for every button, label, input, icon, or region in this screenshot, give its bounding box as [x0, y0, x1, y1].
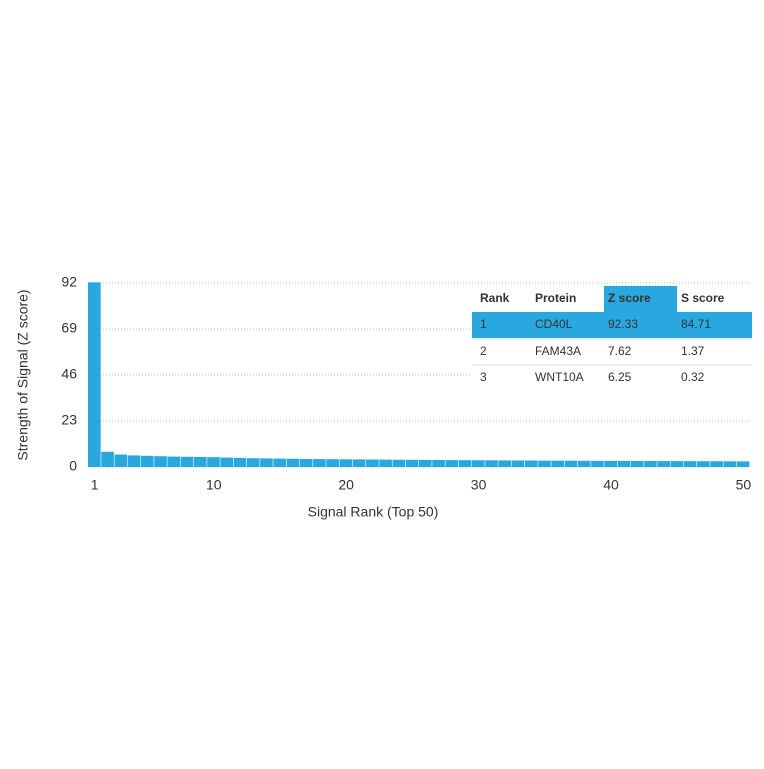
- bar: [379, 459, 392, 467]
- x-tick-label: 40: [603, 477, 619, 493]
- bar: [193, 457, 207, 467]
- bar: [419, 459, 432, 467]
- x-tick-label: 1: [91, 477, 99, 493]
- bar: [114, 454, 128, 467]
- y-axis-title: Strength of Signal (Z score): [15, 289, 31, 460]
- bar: [405, 459, 419, 467]
- bar: [246, 458, 260, 467]
- bar: [101, 451, 114, 467]
- bar: [167, 456, 181, 467]
- y-tick-label: 46: [61, 366, 77, 382]
- table-cell: 1.37: [681, 344, 705, 358]
- bar: [154, 456, 167, 467]
- table-cell: 6.25: [608, 370, 632, 384]
- bar: [352, 459, 366, 467]
- bar: [524, 460, 538, 467]
- table-cell: 1: [480, 317, 487, 331]
- bar: [127, 455, 141, 467]
- bar: [339, 459, 353, 467]
- table-cell: 7.62: [608, 344, 632, 358]
- bar: [458, 460, 472, 467]
- bar: [697, 461, 710, 467]
- table-cell: 84.71: [681, 317, 711, 331]
- bar: [286, 458, 300, 467]
- bar: [485, 460, 498, 467]
- bar: [683, 461, 697, 467]
- bar: [273, 458, 286, 467]
- bar: [180, 456, 194, 467]
- bar: [88, 282, 101, 467]
- y-tick-label: 0: [69, 458, 77, 474]
- bar: [657, 461, 670, 467]
- x-tick-label: 50: [736, 477, 752, 493]
- bar: [644, 461, 657, 467]
- table-cell: CD40L: [535, 317, 573, 331]
- bar: [617, 460, 631, 467]
- table-cell: 3: [480, 370, 487, 384]
- data-table: Rank Protein Z score S score 1 CD40L 92.33 84.7…: [470, 286, 752, 390]
- bar: [233, 458, 247, 467]
- table-cell: 2: [480, 344, 487, 358]
- bar: [564, 460, 578, 467]
- bar: [511, 460, 525, 467]
- bar: [220, 457, 234, 467]
- bar: [140, 455, 154, 467]
- bar: [471, 460, 485, 467]
- y-tick-label: 69: [61, 320, 77, 336]
- header-highlight: [604, 286, 677, 312]
- x-tick-label: 10: [206, 477, 222, 493]
- bar: [432, 460, 445, 467]
- x-axis-title: Signal Rank (Top 50): [308, 504, 439, 520]
- bar: [630, 460, 644, 467]
- x-tick-label: 30: [471, 477, 487, 493]
- table-header: Protein: [535, 291, 576, 305]
- bar: [326, 459, 339, 467]
- x-tick-label: 20: [338, 477, 354, 493]
- bar: [604, 460, 617, 467]
- table-header: Rank: [480, 291, 510, 305]
- bar: [392, 459, 406, 467]
- bar: [445, 460, 459, 467]
- bar: [591, 460, 604, 467]
- bar: [723, 461, 737, 467]
- bar: [498, 460, 512, 467]
- table-header: Z score: [608, 291, 651, 305]
- row-highlight: [472, 312, 752, 338]
- bar: [551, 460, 565, 467]
- bar: [538, 460, 551, 467]
- table-cell: 92.33: [608, 317, 638, 331]
- table-cell: WNT10A: [535, 370, 584, 384]
- bar: [577, 460, 591, 467]
- table-cell: FAM43A: [535, 344, 581, 358]
- y-tick-label: 92: [61, 274, 77, 290]
- bar: [670, 461, 684, 467]
- bar: [260, 458, 273, 467]
- bar: [366, 459, 379, 467]
- y-tick-label: 23: [61, 412, 77, 428]
- bar: [710, 461, 723, 467]
- table-cell: 0.32: [681, 370, 705, 384]
- bar: [736, 461, 750, 467]
- bar: [313, 459, 326, 467]
- bar: [299, 459, 313, 467]
- table-header: S score: [681, 291, 725, 305]
- bar: [207, 457, 220, 467]
